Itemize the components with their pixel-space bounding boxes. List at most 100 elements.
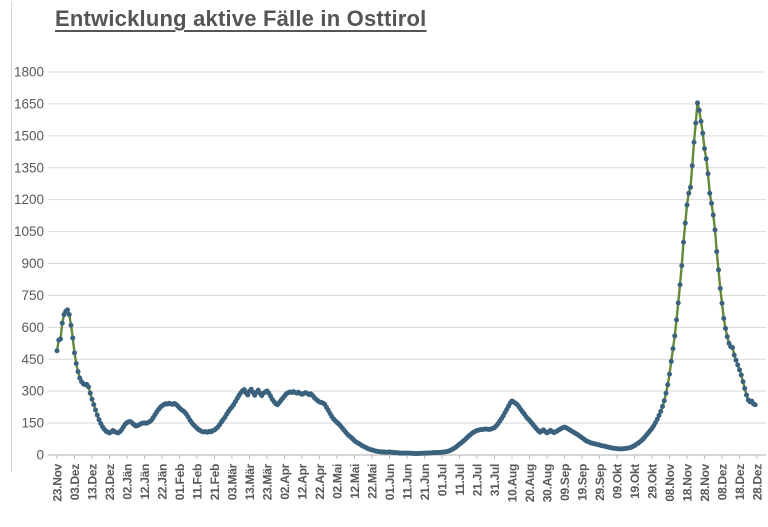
data-point-marker: [721, 315, 727, 321]
x-tick-label: 13.Dez: [86, 464, 100, 501]
data-point-marker: [54, 348, 60, 354]
data-point-marker: [674, 317, 679, 323]
y-tick-label: 1200: [14, 192, 44, 207]
data-point-marker: [717, 285, 723, 291]
data-point-marker: [675, 300, 681, 306]
x-tick-label: 18.Nov: [681, 463, 695, 501]
data-point-marker: [96, 417, 102, 423]
data-point-marker: [716, 267, 721, 273]
x-tick-label: 02.Apr: [278, 463, 292, 499]
data-point-marker: [693, 120, 699, 126]
x-tick-label: 08.Nov: [663, 463, 677, 501]
data-point-marker: [672, 333, 678, 339]
x-tick-label: 03.Dez: [68, 464, 82, 501]
data-point-marker: [723, 325, 728, 331]
x-tick-label: 02.Mai: [331, 464, 345, 499]
data-point-marker: [661, 398, 667, 404]
data-point-marker: [679, 263, 685, 269]
x-tick-label: 12.Mai: [348, 464, 362, 499]
data-point-marker: [89, 396, 95, 402]
y-tick-label: 600: [21, 320, 44, 335]
data-point-marker: [667, 371, 672, 377]
x-tick-label: 11.Feb: [191, 464, 205, 500]
data-point-marker: [245, 392, 251, 398]
left-border-line: [11, 2, 12, 472]
y-tick-label: 900: [21, 256, 44, 271]
x-tick-label: 21.Jun: [418, 464, 432, 500]
data-point-marker: [733, 357, 739, 363]
data-point-marker: [686, 190, 692, 196]
data-point-marker: [689, 163, 695, 169]
data-point-marker: [752, 402, 758, 408]
data-point-marker: [93, 407, 98, 413]
data-point-marker: [737, 367, 742, 373]
y-tick-label: 450: [21, 352, 44, 367]
x-tick-label: 10.Aug: [506, 464, 520, 502]
data-point-marker: [663, 390, 669, 396]
x-tick-label: 30.Aug: [541, 464, 555, 502]
data-point-marker: [731, 352, 737, 358]
x-tick-label: 19.Okt: [628, 464, 642, 499]
data-point-marker: [654, 416, 660, 422]
x-tick-label: 29.Sep: [593, 464, 607, 501]
x-tick-label: 12.Apr: [296, 463, 310, 499]
data-point-marker: [703, 156, 709, 162]
data-point-marker: [740, 379, 746, 385]
y-tick-label: 1050: [14, 224, 44, 239]
data-point-marker: [58, 336, 63, 342]
x-tick-label: 23.Dez: [103, 464, 117, 501]
x-tick-label: 21.Feb: [208, 464, 222, 500]
data-point-marker: [665, 382, 671, 388]
data-point-marker: [66, 312, 72, 318]
x-tick-label: 09.Sep: [558, 464, 572, 501]
x-tick-label: 18.Dez: [733, 464, 747, 501]
x-tick-label: 23.Nov: [51, 463, 65, 501]
y-tick-label: 1500: [14, 128, 44, 143]
x-tick-label: 28.Dez: [751, 464, 765, 501]
x-tick-label: 21.Jul: [471, 464, 485, 496]
data-point-marker: [86, 384, 91, 390]
y-tick-label: 150: [21, 416, 44, 431]
x-tick-label: 12.Jän: [138, 464, 152, 500]
data-point-marker: [668, 358, 674, 364]
data-point-marker: [714, 249, 720, 255]
x-tick-label: 03.Mär: [226, 463, 240, 500]
data-point-marker: [695, 100, 700, 106]
data-point-marker: [702, 146, 707, 152]
data-point-marker: [68, 322, 74, 328]
data-point-marker: [738, 372, 744, 378]
data-point-marker: [719, 300, 725, 306]
data-point-marker: [707, 190, 713, 196]
x-tick-label: 11.Jun: [401, 464, 415, 500]
x-tick-label: 11.Jul: [453, 464, 467, 496]
data-point-marker: [742, 385, 748, 391]
data-point-marker: [698, 118, 704, 124]
x-tick-label: 28.Nov: [698, 463, 712, 501]
data-point-marker: [59, 320, 65, 326]
data-point-marker: [75, 369, 81, 375]
data-point-marker: [91, 402, 97, 408]
data-point-marker: [691, 139, 697, 145]
data-point-marker: [73, 361, 79, 367]
x-tick-label: 22.Mai: [366, 464, 380, 499]
data-point-marker: [72, 350, 77, 356]
data-point-marker: [700, 130, 706, 136]
x-tick-label: 31.Jul: [488, 464, 502, 496]
x-tick-label: 01.Jul: [436, 464, 450, 496]
x-tick-label: 02.Jän: [121, 464, 135, 500]
data-point-marker: [730, 345, 735, 351]
data-point-marker: [705, 171, 711, 177]
x-tick-label: 23.Mär: [261, 463, 275, 500]
chart-title: Entwicklung aktive Fälle in Osttirol: [55, 6, 427, 31]
data-point-marker: [709, 200, 714, 206]
data-point-marker: [656, 412, 662, 418]
data-point-marker: [688, 184, 693, 190]
x-tick-label: 20.Aug: [523, 464, 537, 502]
x-tick-label: 29.Okt: [646, 464, 660, 499]
data-point-marker: [682, 220, 688, 226]
y-tick-label: 1650: [14, 96, 44, 111]
data-point-marker: [660, 403, 665, 409]
y-tick-label: 0: [36, 448, 44, 463]
data-point-marker: [94, 412, 100, 418]
